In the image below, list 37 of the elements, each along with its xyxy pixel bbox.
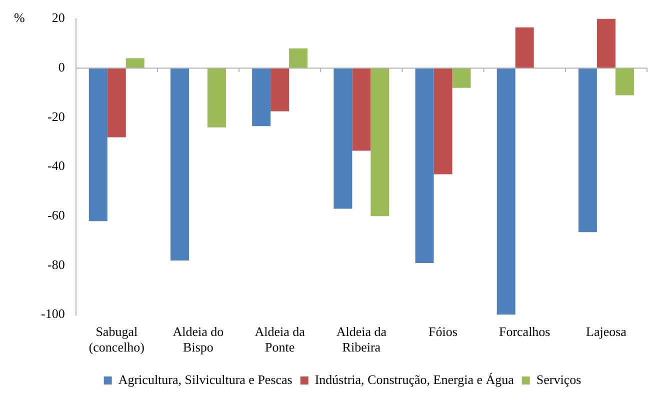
bar bbox=[615, 68, 634, 96]
y-tick-label: 0 bbox=[58, 60, 65, 75]
bar bbox=[596, 18, 616, 68]
y-axis-title: % bbox=[14, 10, 25, 26]
x-tick-label: Sabugal (concelho) bbox=[88, 324, 144, 355]
bar bbox=[207, 68, 226, 128]
bar bbox=[370, 68, 390, 216]
y-tick-label: -20 bbox=[47, 108, 65, 124]
x-tick-label: Aldeia do Bispo bbox=[172, 324, 224, 355]
y-tick-label: 20 bbox=[52, 10, 65, 26]
bar bbox=[289, 48, 308, 68]
x-tick-label: Aldeia da Ponte bbox=[254, 324, 306, 355]
bar bbox=[107, 68, 126, 138]
bar bbox=[88, 68, 108, 222]
bar bbox=[334, 68, 352, 209]
y-tick-label: -100 bbox=[40, 306, 65, 322]
bar bbox=[452, 68, 471, 88]
bar bbox=[496, 68, 516, 315]
legend-label: Serviços bbox=[536, 372, 582, 387]
y-tick-label: -60 bbox=[47, 208, 65, 223]
legend-label: Agricultura, Silvicultura e Pescas bbox=[118, 372, 292, 387]
bar bbox=[578, 68, 597, 232]
x-tick-label: Lajeosa bbox=[586, 324, 627, 340]
y-tick-label: -80 bbox=[47, 256, 65, 272]
y-tick-label: -40 bbox=[47, 158, 65, 174]
bar bbox=[252, 68, 271, 126]
legend-label: Indústria, Construção, Energia e Água bbox=[314, 372, 514, 387]
bar bbox=[434, 68, 452, 174]
bar bbox=[352, 68, 371, 151]
x-tick-label: Aldeia da Ribeira bbox=[336, 324, 387, 355]
bar bbox=[415, 68, 434, 263]
x-tick-label: Fóios bbox=[428, 324, 458, 340]
bar bbox=[126, 58, 144, 68]
x-tick-label: Forcalhos bbox=[498, 324, 550, 340]
bar bbox=[270, 68, 290, 112]
bar bbox=[170, 68, 189, 261]
bar bbox=[515, 27, 534, 68]
